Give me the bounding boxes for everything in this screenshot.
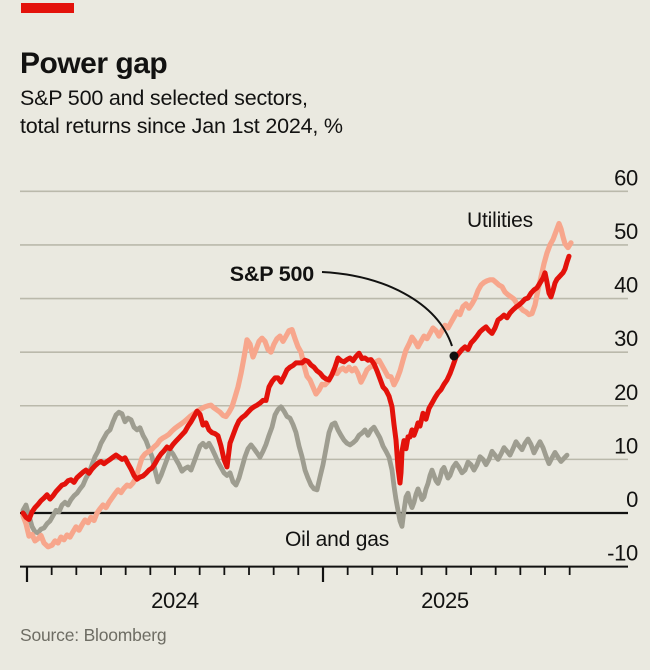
series-line-utilities [20, 220, 574, 550]
chart-subtitle: S&P 500 and selected sectors, total retu… [20, 84, 600, 140]
series-line-s-p-500 [20, 253, 572, 522]
y-axis-label-20: 20 [614, 380, 638, 405]
chart-subtitle-line2: total returns since Jan 1st 2024, % [20, 114, 343, 138]
y-axis-label--10: -10 [607, 541, 638, 566]
brand-red-bar [21, 3, 74, 13]
sp500-label: S&P 500 [230, 262, 315, 286]
y-axis-label-10: 10 [614, 433, 638, 458]
chart-title: Power gap [20, 47, 168, 81]
y-axis-label-60: 60 [614, 165, 638, 190]
y-axis-label-30: 30 [614, 326, 638, 351]
utilities-label: Utilities [467, 209, 533, 232]
sp500-callout-curve [321, 271, 453, 347]
y-axis-label-50: 50 [614, 219, 638, 244]
y-axis-label-40: 40 [614, 273, 638, 298]
y-axis-label-0: 0 [626, 487, 638, 512]
sp500-callout-dot [449, 351, 459, 361]
chart-subtitle-line1: S&P 500 and selected sectors, [20, 86, 308, 110]
oil-gas-label: Oil and gas [285, 528, 389, 551]
source-note: Source: Bloomberg [20, 625, 167, 645]
series-line-oil-and-gas [20, 404, 570, 536]
x-axis-label-2024: 2024 [151, 588, 199, 613]
x-axis-label-2025: 2025 [421, 588, 469, 613]
